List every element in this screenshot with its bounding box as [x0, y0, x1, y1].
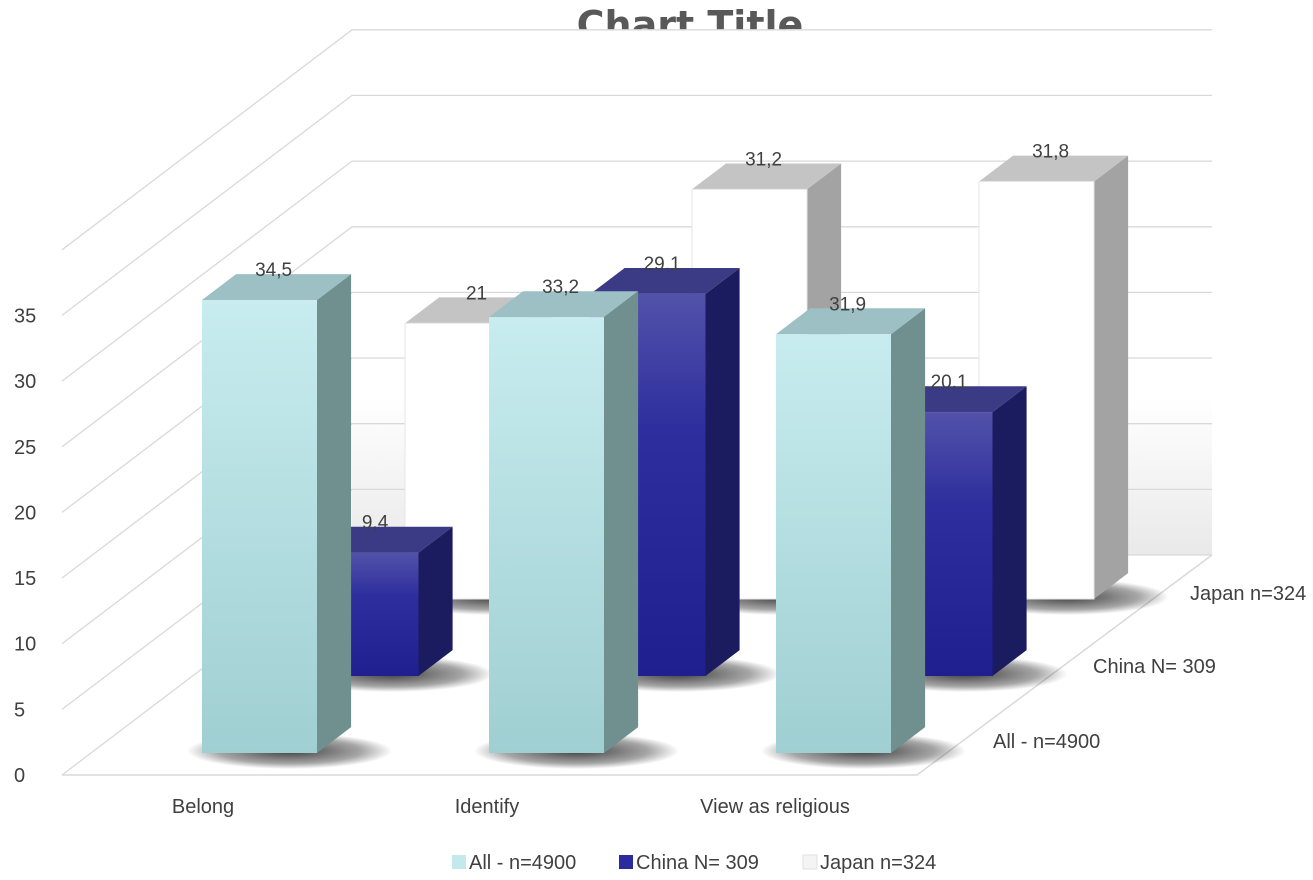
floor-edge: [62, 554, 1213, 776]
gridline: [61, 29, 1212, 251]
x-tick-label: View as religious: [700, 796, 850, 818]
data-label: 9,4: [362, 513, 389, 534]
bar-side-face: [418, 526, 453, 676]
bar-layer: [187, 155, 1169, 769]
data-label: 20,1: [931, 372, 968, 393]
data-label: 29,1: [644, 254, 681, 275]
bar-top-face: [202, 274, 352, 300]
bar-top-face: [979, 155, 1129, 182]
data-label: 34,5: [255, 260, 292, 281]
bar: [489, 317, 604, 753]
bar-top-face: [692, 163, 842, 190]
y-tick-label: 5: [14, 699, 25, 721]
bar: [202, 300, 317, 753]
depth-axis-label: Japan n=324: [1190, 583, 1306, 605]
data-label: 31,9: [829, 294, 866, 315]
y-tick-label: 35: [14, 305, 36, 327]
gridline: [61, 94, 1212, 316]
legend: All - n=4900 China N= 309 Japan n=324: [452, 852, 936, 874]
legend-label: China N= 309: [636, 852, 759, 874]
data-label: 21: [466, 283, 487, 304]
bar-top-face: [776, 308, 926, 335]
depth-axis-label: All - n=4900: [993, 731, 1100, 753]
bar-side-face: [705, 268, 740, 676]
gridline: [61, 357, 1212, 579]
gridline: [61, 226, 1212, 448]
legend-label: Japan n=324: [820, 852, 936, 874]
gridline: [61, 160, 1212, 382]
data-label: 31,2: [745, 149, 782, 170]
bar: [776, 334, 891, 753]
label-layer: 0 5 10 15 20 25 30 35 21 31,2 31,8 9,4 29,1 20,1 34,5 3…: [14, 142, 1306, 818]
bar-side-face: [604, 291, 639, 753]
legend-swatch: [452, 855, 466, 869]
bar-side-face: [317, 274, 352, 753]
bar-side-face: [992, 386, 1027, 676]
y-tick-label: 25: [14, 437, 36, 459]
legend-swatch: [802, 854, 818, 870]
bar-top-face: [489, 291, 639, 318]
x-tick-label: Belong: [172, 796, 234, 818]
legend-swatch: [619, 855, 633, 869]
depth-axis-label: China N= 309: [1093, 656, 1216, 678]
bar-top-face: [590, 268, 740, 294]
bar-side-face: [891, 308, 926, 753]
bar-side-face: [1094, 155, 1129, 599]
data-label: 31,8: [1032, 142, 1069, 163]
y-tick-label: 0: [14, 765, 25, 787]
y-tick-label: 10: [14, 634, 36, 656]
legend-label: All - n=4900: [469, 852, 576, 874]
y-tick-label: 15: [14, 568, 36, 590]
x-tick-label: Identify: [455, 796, 519, 818]
data-label: 33,2: [542, 277, 579, 298]
gridline: [61, 291, 1212, 513]
y-tick-label: 30: [14, 371, 36, 393]
y-tick-label: 20: [14, 502, 36, 524]
